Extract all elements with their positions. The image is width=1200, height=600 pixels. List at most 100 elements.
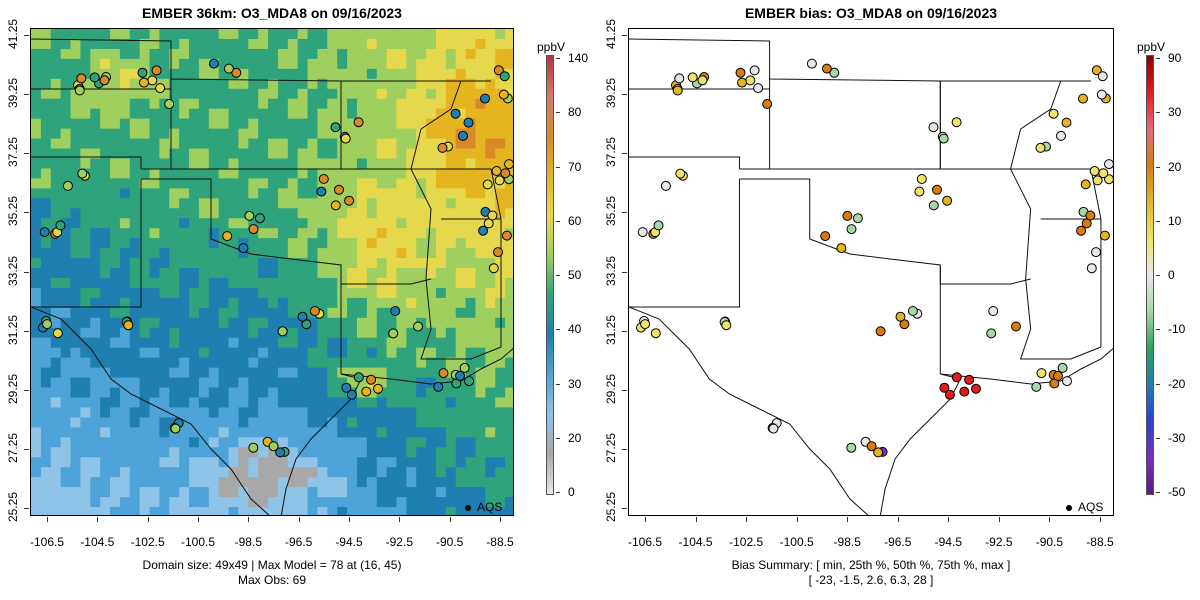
x-tick-mark (998, 517, 1000, 522)
colorbar-tick-mark (556, 329, 560, 331)
bias-station (1085, 210, 1096, 221)
aqs-station (341, 382, 352, 393)
aqs-station (459, 362, 470, 373)
x-tick-label: -94.5 (335, 535, 363, 549)
bias-station (697, 75, 708, 86)
x-tick-label: -102.5 (729, 535, 764, 549)
colorbar-tick-label: -30 (1168, 430, 1186, 445)
bias-station (1036, 368, 1047, 379)
x-tick-label: -94.5 (934, 535, 962, 549)
boundary-line (410, 168, 432, 280)
bias-station (1086, 263, 1097, 274)
bias-station (721, 320, 732, 331)
left-panel-title: EMBER 36km: O3_MDA8 on 09/16/2023 (142, 5, 402, 21)
right-legend: AQS (1066, 500, 1103, 514)
bias-station (737, 77, 747, 88)
bias-station (687, 72, 698, 83)
colorbar-tick-mark (556, 220, 560, 222)
x-tick-label: -96.5 (284, 535, 313, 549)
bias-station (749, 65, 760, 76)
aqs-station (123, 320, 134, 331)
aqs-station-markers (38, 58, 513, 458)
aqs-station (478, 225, 489, 236)
bias-station (1104, 159, 1113, 170)
y-tick-label: 41.25 (604, 18, 618, 50)
x-tick-label: -92.5 (385, 535, 413, 549)
colorbar-tick-label: -20 (1168, 376, 1186, 391)
colorbar-tick-label: 50 (568, 268, 582, 282)
bias-station (971, 383, 981, 394)
bias-station (1061, 117, 1072, 128)
boundary-line (340, 348, 513, 385)
boundary-line (1019, 278, 1102, 360)
y-tick-label: 35.25 (604, 196, 618, 227)
aqs-station (222, 231, 233, 242)
bias-station (1048, 108, 1059, 119)
bias-station (1057, 362, 1068, 373)
bias-station (866, 441, 877, 452)
aqs-station (151, 65, 162, 76)
aqs-station (455, 370, 465, 381)
y-tick-label: 37.25 (604, 137, 618, 168)
bias-station (1091, 65, 1102, 76)
aqs-station (346, 389, 357, 400)
y-tick-mark (622, 153, 627, 155)
bias-station (675, 168, 686, 179)
bias-station (932, 184, 942, 195)
aqs-station (501, 230, 512, 241)
aqs-station (438, 368, 449, 379)
left-legend-label: AQS (477, 500, 503, 514)
bias-station (1062, 376, 1072, 387)
aqs-station (248, 442, 259, 453)
y-tick-label: 41.25 (6, 18, 20, 50)
boundary-line (280, 373, 362, 515)
left-colorbar (546, 55, 554, 495)
y-tick-label: 29.25 (604, 373, 618, 404)
bias-station (916, 174, 927, 184)
bias-station (951, 117, 962, 128)
model-map-canvas (31, 29, 513, 515)
colorbar-tick-mark (1156, 383, 1160, 385)
boundary-line (629, 306, 869, 515)
x-tick-mark (1100, 517, 1101, 522)
aqs-station (275, 447, 286, 458)
bias-map (628, 28, 1114, 516)
bias-station (842, 210, 853, 221)
bias-station (1056, 130, 1066, 141)
colorbar-tick-mark (556, 166, 560, 168)
colorbar-tick-label: 60 (568, 213, 582, 228)
aqs-station (277, 326, 288, 337)
x-tick-mark (248, 517, 250, 522)
colorbar-tick-label: 140 (568, 51, 589, 65)
bias-station (939, 382, 950, 393)
right-caption-line2: [ -23, -1.5, 2.6, 6.3, 28 ] (808, 573, 934, 587)
x-tick-label: -96.5 (884, 535, 912, 549)
aqs-station (62, 180, 73, 191)
aqs-station (361, 386, 372, 397)
x-tick-mark (399, 517, 401, 522)
bias-station (640, 319, 651, 330)
y-tick-label: 31.25 (6, 314, 20, 345)
boundary-line (939, 265, 1031, 285)
colorbar-tick-mark (1156, 112, 1160, 114)
x-tick-label: -88.5 (1086, 535, 1114, 549)
colorbar-tick-mark (1156, 275, 1160, 276)
right-legend-label: AQS (1078, 500, 1104, 514)
aqs-station (388, 328, 399, 339)
bias-station (938, 133, 949, 144)
aqs-station (488, 263, 499, 274)
bias-station (753, 83, 764, 94)
x-tick-label: -90.5 (1035, 535, 1064, 549)
y-tick-label: 39.25 (604, 78, 618, 109)
colorbar-tick-mark (1156, 58, 1160, 59)
right-caption-line1: Bias Summary: [ min, 25th %, 50th %, 75t… (731, 558, 1011, 572)
colorbar-tick-mark (1156, 437, 1160, 439)
bias-station (1078, 93, 1088, 104)
bias-station (951, 372, 962, 383)
bias-station (928, 200, 939, 211)
bias-station (653, 220, 664, 231)
aqs-station (494, 175, 505, 186)
x-tick-mark (948, 517, 950, 522)
colorbar-tick-label: 40 (568, 322, 582, 337)
state-boundaries (629, 38, 1113, 515)
